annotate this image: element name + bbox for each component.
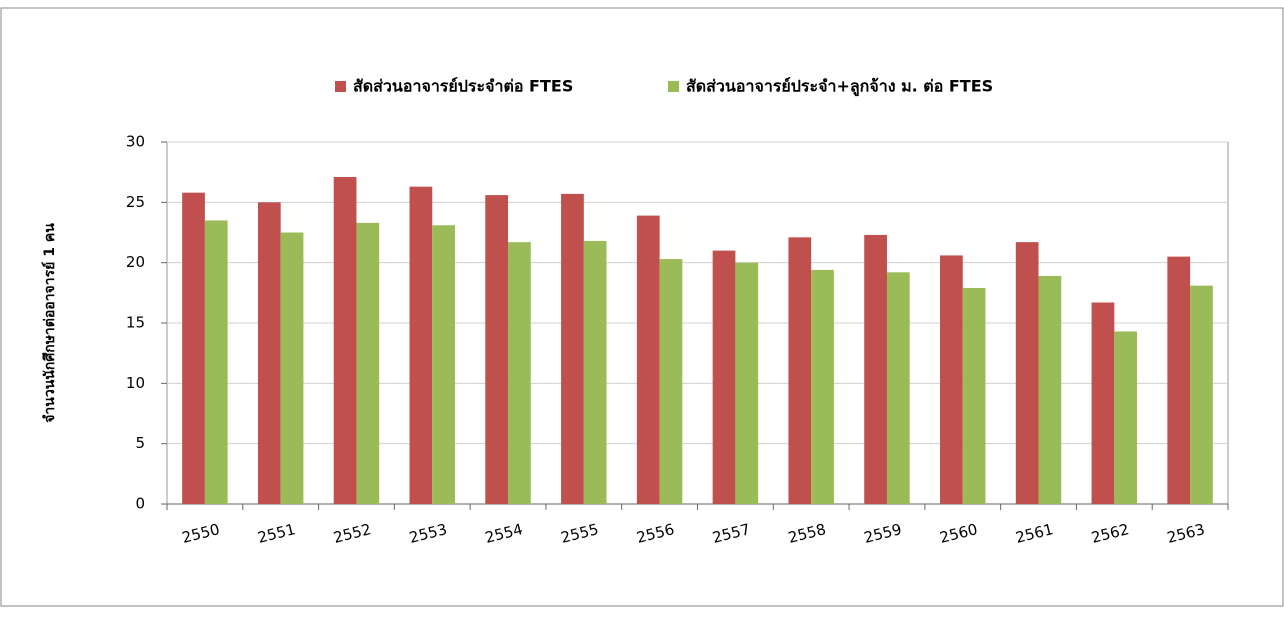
bar xyxy=(1114,331,1138,504)
y-tick-label: 0 xyxy=(135,495,145,513)
bar xyxy=(432,225,455,504)
bar xyxy=(788,237,812,504)
bar xyxy=(659,259,683,504)
bar xyxy=(636,215,660,504)
y-tick-label: 20 xyxy=(126,253,145,271)
bar xyxy=(864,234,887,504)
bar xyxy=(886,272,910,504)
y-tick-label: 15 xyxy=(126,314,145,332)
bar xyxy=(1015,242,1039,505)
bar xyxy=(485,195,509,505)
bar xyxy=(940,255,963,504)
bar xyxy=(508,242,531,505)
bar xyxy=(333,176,357,504)
y-tick-label: 5 xyxy=(135,434,145,452)
y-tick-label: 30 xyxy=(126,133,145,151)
legend-swatch xyxy=(335,81,346,92)
bar xyxy=(1038,275,1062,504)
y-axis-title: จำนวนนักศึกษาต่ออาจารย์ 1 คน xyxy=(41,223,58,423)
bar xyxy=(182,192,205,504)
bar xyxy=(257,202,281,505)
bar xyxy=(204,220,228,504)
y-tick-label: 10 xyxy=(126,374,145,392)
bar xyxy=(735,262,759,504)
bar xyxy=(409,186,433,504)
legend-text: สัดส่วนอาจารย์ประจำต่อ FTES xyxy=(353,77,573,96)
bar xyxy=(583,240,607,505)
legend-swatch xyxy=(668,81,679,92)
bar xyxy=(1167,256,1191,504)
bar xyxy=(1091,302,1115,504)
bar xyxy=(280,232,304,504)
legend-text: สัดส่วนอาจารย์ประจำ+ลูกจ้าง ม. ต่อ FTES xyxy=(686,77,993,98)
bar xyxy=(1190,285,1213,504)
y-tick-label: 25 xyxy=(126,193,145,211)
bar xyxy=(356,222,380,504)
bar xyxy=(962,288,986,504)
bar xyxy=(712,250,736,504)
bar xyxy=(561,193,584,505)
bar xyxy=(811,269,834,504)
